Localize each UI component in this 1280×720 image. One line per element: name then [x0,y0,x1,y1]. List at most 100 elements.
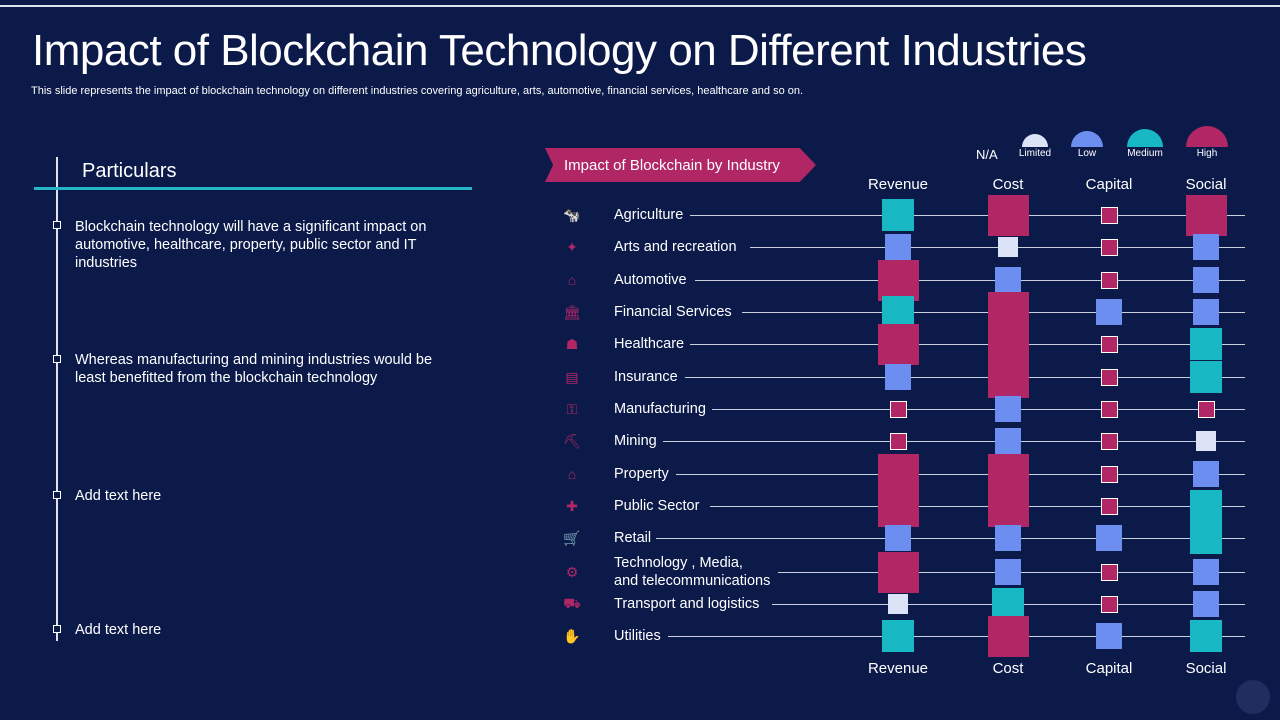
legend-label-low: Low [1077,148,1097,159]
column-header-bottom-social: Social [1185,660,1227,677]
particular-item: Blockchain technology will have a signif… [75,219,427,271]
particulars-underline [34,187,472,190]
impact-cell-na [1100,206,1118,224]
impact-cell-high [877,323,919,365]
legend-na-label: N/A [976,147,998,162]
row-label: Financial Services [614,304,732,320]
timeline-line [56,157,58,641]
impact-cell-na [1100,368,1118,386]
row-guideline [690,215,1245,216]
row-label: Insurance [614,369,678,385]
impact-cell-medium [1190,361,1222,393]
legend-swatch-low [1071,131,1103,147]
row-guideline [712,409,1245,410]
impact-cell-medium [1190,490,1222,522]
timeline-node [53,221,61,229]
impact-cell-high [877,259,919,301]
impact-cell-medium [1190,328,1222,360]
impact-cell-low [1193,299,1219,325]
impact-cell-low [995,267,1021,293]
row-guideline [710,506,1245,507]
impact-cell-na [889,400,907,418]
row-guideline [690,344,1245,345]
row-label: Retail [614,530,652,546]
row-guideline [695,280,1245,281]
column-header-top-cost: Cost [992,176,1024,193]
page-title: Impact of Blockchain Technology on Diffe… [32,26,1087,75]
impact-cell-na [1100,465,1118,483]
row-label: Agriculture [614,207,684,223]
legend-swatch-high [1186,126,1228,147]
insurance-icon: ▤ [565,368,579,385]
impact-cell-high [987,615,1029,657]
impact-cell-limited [998,237,1018,257]
bank-icon: 🏛 [563,303,581,320]
column-header-bottom-cost: Cost [992,660,1024,677]
column-header-top-revenue: Revenue [867,176,929,193]
row-label: Transport and logistics [614,596,760,612]
impact-cell-low [995,525,1021,551]
impact-cell-na [1100,563,1118,581]
factory-icon: ⚿ [566,400,578,417]
impact-cell-medium [992,588,1024,620]
impact-cell-low [995,559,1021,585]
row-label: Utilities [614,628,661,644]
impact-cell-low [1193,267,1219,293]
garage-icon: ⌂ [567,272,577,288]
mining-icon: ⛏ [563,432,581,449]
cart-icon: 🛒 [563,529,581,546]
legend-label-limited: Limited [1018,148,1052,159]
impact-cell-limited [888,594,908,614]
doctor-icon: ☗ [565,335,579,352]
impact-cell-na [1100,271,1118,289]
impact-cell-high [877,551,919,593]
utility-icon: ✋ [563,627,581,644]
impact-cell-limited [1196,431,1216,451]
impact-cell-high [987,485,1029,527]
legend-swatch-limited [1022,134,1048,147]
legend-label-medium: Medium [1127,148,1163,159]
impact-cell-low [885,364,911,390]
legend-label-high: High [1196,148,1218,159]
property-icon: ⌂ [567,466,577,482]
impact-cell-na [1197,400,1215,418]
performer-icon: ✦ [566,238,578,255]
impact-cell-low [1193,559,1219,585]
chart-banner [545,148,816,182]
cow-icon: 🐄 [563,206,581,223]
truck-icon: ⛟ [563,594,581,611]
row-guideline [663,441,1245,442]
impact-cell-low [1096,525,1122,551]
slide-nav-bubble[interactable] [1236,680,1270,714]
column-header-top-social: Social [1185,176,1227,193]
row-guideline [750,247,1245,248]
row-guideline [668,636,1245,637]
row-label: Arts and recreation [614,239,737,255]
impact-cell-high [1185,194,1227,236]
impact-cell-low [995,396,1021,422]
gear-icon: ⚙ [565,563,579,580]
row-guideline [685,377,1245,378]
timeline-node [53,355,61,363]
impact-cell-medium [1190,620,1222,652]
particular-item: Add text here [75,622,162,638]
chart-banner-label: Impact of Blockchain by Industry [564,157,780,174]
row-label: Public Sector [614,498,700,514]
column-header-bottom-capital: Capital [1085,660,1133,677]
impact-cell-medium [882,199,914,231]
impact-cell-high [987,356,1029,398]
row-guideline [656,538,1245,539]
impact-cell-low [1096,299,1122,325]
page-subtitle: This slide represents the impact of bloc… [31,85,804,97]
impact-cell-medium [882,296,914,328]
impact-cell-na [889,432,907,450]
timeline-node [53,625,61,633]
legend-swatch-medium [1127,129,1163,147]
top-divider [0,5,1280,7]
row-label: Healthcare [614,336,685,352]
impact-cell-na [1100,335,1118,353]
impact-cell-high [877,485,919,527]
column-header-bottom-revenue: Revenue [867,660,929,677]
impact-cell-low [1193,461,1219,487]
row-guideline [676,474,1245,475]
